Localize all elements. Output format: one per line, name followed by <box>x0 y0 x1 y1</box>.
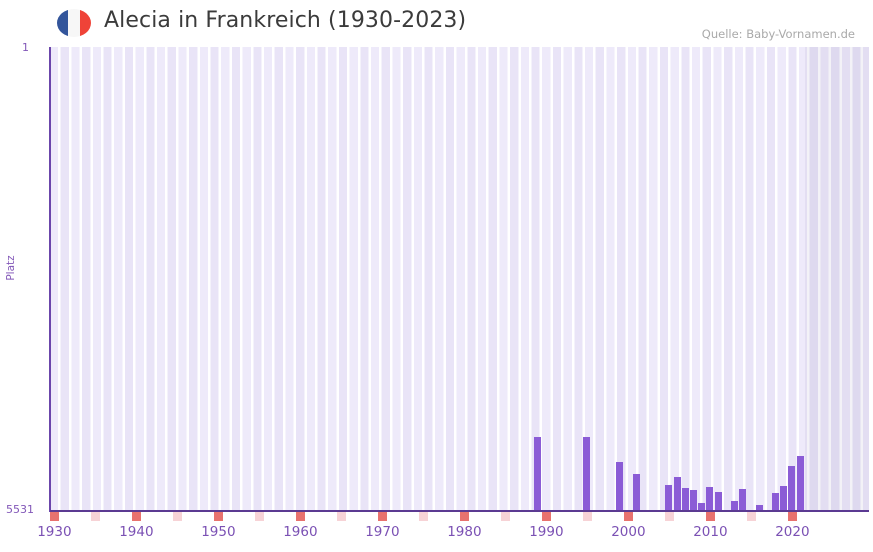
y-axis-title: Platz <box>5 255 17 281</box>
x-axis-tick-label: 1970 <box>365 524 400 540</box>
bar <box>772 493 779 511</box>
x-tick-major <box>132 512 141 521</box>
x-tick-minor <box>583 512 592 521</box>
bar <box>681 488 689 511</box>
bar <box>788 466 796 511</box>
x-tick-minor <box>419 512 428 521</box>
x-axis-tick-label: 2000 <box>611 524 646 540</box>
bar <box>632 474 640 511</box>
bar <box>690 490 697 511</box>
plot-area <box>50 47 869 511</box>
x-tick-major <box>788 512 797 521</box>
x-tick-major <box>214 512 223 521</box>
x-axis-tick-label: 1960 <box>283 524 318 540</box>
x-axis-tick-label: 2020 <box>775 524 810 540</box>
recent-years-shading <box>805 47 869 511</box>
bar <box>739 489 747 511</box>
x-tick-minor <box>173 512 182 521</box>
flag-blue-band <box>57 9 69 37</box>
x-tick-minor <box>337 512 346 521</box>
france-flag-icon <box>57 9 91 37</box>
x-tick-major <box>296 512 305 521</box>
x-axis-tick-label: 1940 <box>119 524 154 540</box>
x-tick-major <box>460 512 469 521</box>
x-tick-minor <box>91 512 100 521</box>
x-axis-tick-label: 2010 <box>693 524 728 540</box>
bar <box>673 477 681 511</box>
x-tick-major <box>706 512 715 521</box>
flag-white-band <box>68 9 80 37</box>
flag-red-band <box>79 9 91 37</box>
x-axis-tick-label: 1930 <box>37 524 72 540</box>
y-axis-line <box>49 47 51 512</box>
bar-series <box>50 47 869 511</box>
x-axis-tick-label: 1980 <box>447 524 482 540</box>
x-tick-major <box>50 512 59 521</box>
x-tick-major <box>624 512 633 521</box>
bar <box>665 485 673 511</box>
x-axis-labels: 1930 1940 1950 1960 1970 1980 1990 2000 2010 2020 <box>0 524 873 548</box>
bar <box>755 505 763 511</box>
y-axis-bottom-label: 5531 <box>6 503 34 516</box>
bar <box>714 492 722 511</box>
x-tick-minor <box>255 512 264 521</box>
bar <box>583 437 591 511</box>
x-axis-ticks <box>50 512 869 521</box>
bar <box>706 487 714 511</box>
x-axis-tick-label: 1990 <box>529 524 564 540</box>
x-tick-major <box>378 512 387 521</box>
x-axis-line <box>50 510 869 512</box>
bar <box>616 462 624 511</box>
bar <box>780 486 788 511</box>
bar <box>534 437 542 511</box>
bar <box>698 503 706 511</box>
x-tick-minor <box>747 512 756 521</box>
bar <box>731 501 738 511</box>
x-axis-tick-label: 1950 <box>201 524 236 540</box>
chart-header: Alecia in Frankreich (1930-2023) Quelle:… <box>0 0 873 46</box>
page-title: Alecia in Frankreich (1930-2023) <box>104 8 467 33</box>
x-tick-minor <box>501 512 510 521</box>
source-attribution: Quelle: Baby-Vornamen.de <box>701 27 855 41</box>
y-axis-top-label: 1 <box>22 41 29 54</box>
x-tick-minor <box>665 512 674 521</box>
bar <box>796 456 804 511</box>
x-tick-major <box>542 512 551 521</box>
